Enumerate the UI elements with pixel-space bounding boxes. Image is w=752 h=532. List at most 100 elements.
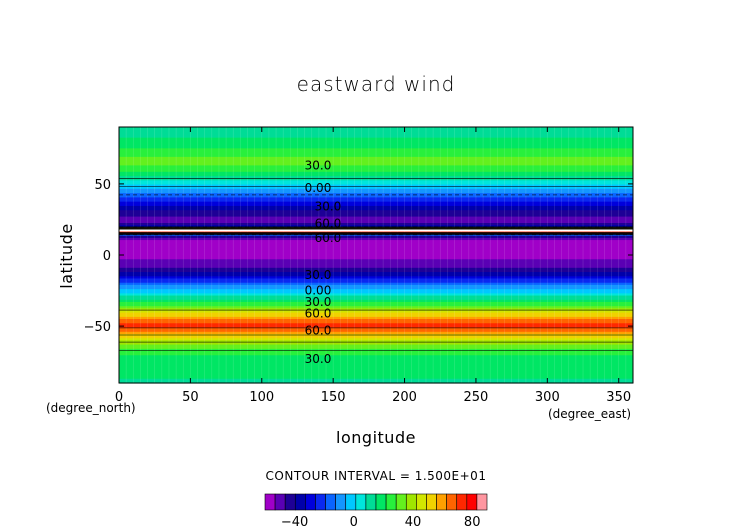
field-band bbox=[119, 184, 633, 188]
contour-label: 60.0 bbox=[305, 306, 332, 320]
y-tick-label: 0 bbox=[103, 249, 111, 264]
contour-label: 30.0 bbox=[305, 268, 332, 282]
colorbar-swatch bbox=[426, 493, 437, 511]
field-band bbox=[119, 370, 633, 373]
field-band bbox=[119, 186, 633, 190]
field-band bbox=[119, 163, 633, 166]
colorbar bbox=[264, 493, 488, 511]
x-axis-label: longitude bbox=[336, 428, 416, 447]
field-band bbox=[119, 304, 633, 307]
field-band bbox=[119, 199, 633, 203]
colorbar-swatch bbox=[284, 493, 296, 511]
field-band bbox=[119, 378, 633, 382]
field-band bbox=[119, 346, 633, 350]
field-band bbox=[119, 327, 633, 331]
x-tick-label: 250 bbox=[464, 390, 489, 405]
field-band bbox=[119, 252, 633, 256]
field-band bbox=[119, 193, 633, 196]
field-band bbox=[119, 376, 633, 380]
field-band bbox=[119, 265, 633, 269]
field-band bbox=[119, 127, 633, 130]
contour-label: 60.0 bbox=[315, 231, 342, 245]
field-band bbox=[119, 214, 633, 218]
x-axis-unit: (degree_east) bbox=[548, 407, 631, 421]
field-band bbox=[119, 146, 633, 149]
field-band bbox=[119, 176, 633, 179]
x-tick-label: 100 bbox=[249, 390, 274, 405]
field-band bbox=[119, 301, 633, 305]
colorbar-swatch bbox=[385, 493, 397, 511]
colorbar-swatch bbox=[395, 493, 407, 511]
colorbar-swatch bbox=[355, 493, 367, 511]
colorbar-swatch bbox=[315, 493, 326, 511]
field-band bbox=[119, 357, 633, 361]
field-band bbox=[119, 225, 633, 228]
field-band bbox=[119, 159, 633, 162]
colorbar-tick-label: −40 bbox=[281, 515, 308, 530]
field-band bbox=[119, 133, 633, 137]
contour-label: 30.0 bbox=[305, 352, 332, 366]
colorbar-swatch bbox=[466, 493, 478, 511]
colorbar-tick-label: 80 bbox=[464, 515, 481, 530]
field-band bbox=[119, 203, 633, 207]
field-band bbox=[119, 348, 633, 352]
field-band bbox=[119, 297, 633, 301]
field-band bbox=[119, 291, 633, 294]
field-band bbox=[119, 316, 633, 320]
colorbar-swatch bbox=[325, 493, 336, 511]
field-band bbox=[119, 321, 633, 324]
colorbar-swatch bbox=[365, 493, 377, 511]
field-band bbox=[119, 365, 633, 369]
field-band bbox=[119, 135, 633, 139]
field-band bbox=[119, 255, 633, 258]
y-axis-ticks: 50 0 −50 bbox=[84, 178, 633, 335]
field-band bbox=[119, 246, 633, 250]
x-tick-label: 350 bbox=[606, 390, 631, 405]
field-band bbox=[119, 359, 633, 363]
x-tick-label: 50 bbox=[182, 390, 199, 405]
colorbar-swatch bbox=[305, 493, 316, 511]
field-band bbox=[119, 197, 633, 201]
field-band bbox=[119, 201, 633, 205]
colorbar-swatch bbox=[375, 493, 387, 511]
field-band bbox=[119, 210, 633, 213]
contour-lines bbox=[119, 178, 633, 352]
field-band bbox=[119, 363, 633, 367]
field-band bbox=[119, 131, 633, 134]
field-band bbox=[119, 139, 633, 143]
field-band bbox=[119, 299, 633, 303]
field-band bbox=[119, 223, 633, 226]
field-band bbox=[119, 274, 633, 277]
colorbar-swatch bbox=[446, 493, 458, 511]
field-band bbox=[119, 212, 633, 216]
field-band bbox=[119, 137, 633, 141]
field-band bbox=[119, 374, 633, 378]
field-band bbox=[119, 248, 633, 252]
x-tick-label: 200 bbox=[392, 390, 417, 405]
contour-label: 30.0 bbox=[305, 295, 332, 309]
field-band bbox=[119, 323, 633, 326]
field-band bbox=[119, 293, 633, 297]
field-band bbox=[119, 169, 633, 173]
chart-title: eastward wind bbox=[297, 72, 456, 96]
field-band bbox=[119, 372, 633, 376]
field-band bbox=[119, 216, 633, 220]
field-band bbox=[119, 261, 633, 265]
field-band bbox=[119, 272, 633, 275]
field-band bbox=[119, 180, 633, 184]
field-band bbox=[119, 156, 633, 160]
field-band bbox=[119, 167, 633, 171]
field-band bbox=[119, 361, 633, 365]
field-band bbox=[119, 351, 633, 354]
field-band bbox=[119, 325, 633, 329]
field-band bbox=[119, 331, 633, 335]
contour-interval-label: CONTOUR INTERVAL = 1.500E+01 bbox=[266, 469, 487, 483]
field-band bbox=[119, 242, 633, 245]
contour-label: 60.0 bbox=[315, 217, 342, 231]
field-band bbox=[119, 340, 633, 344]
colorbar-swatch bbox=[436, 493, 447, 511]
field-band bbox=[119, 173, 633, 177]
field-band bbox=[119, 182, 633, 186]
field-band bbox=[119, 342, 633, 346]
field-band bbox=[119, 280, 633, 284]
